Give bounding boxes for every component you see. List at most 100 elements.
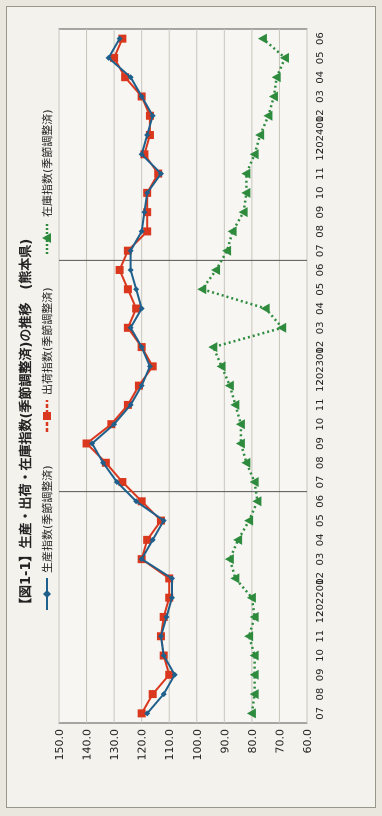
x-tick-label: 10 bbox=[315, 186, 326, 199]
x-tick-label: 04 bbox=[315, 533, 326, 546]
x-tick-label: 12 bbox=[315, 379, 326, 392]
x-tick-label: 02 bbox=[315, 109, 326, 122]
y-tick-label: 60.0 bbox=[301, 729, 314, 754]
inventory-point bbox=[235, 419, 245, 430]
inventory-point bbox=[224, 554, 234, 565]
inventory-point bbox=[235, 438, 245, 449]
x-tick-label: 03 bbox=[315, 553, 326, 566]
y-tick-label: 90.0 bbox=[218, 729, 231, 754]
inventory-point bbox=[249, 149, 259, 160]
production-point bbox=[138, 151, 145, 158]
inventory-point bbox=[260, 303, 270, 314]
inventory-point bbox=[268, 91, 278, 102]
x-tick-label: 02 bbox=[315, 341, 326, 354]
inventory-point bbox=[208, 342, 218, 353]
y-tick-label: 140.0 bbox=[81, 729, 94, 761]
inventory-point bbox=[279, 52, 289, 63]
plot-background bbox=[58, 28, 308, 724]
x-tick-label: 12 bbox=[315, 148, 326, 161]
shipment-point bbox=[123, 285, 132, 294]
inventory-point bbox=[249, 650, 259, 661]
production-point bbox=[141, 209, 148, 216]
legend-inventory-icon bbox=[41, 221, 53, 255]
legend-production-icon bbox=[41, 577, 53, 611]
series-line-0 bbox=[90, 38, 176, 715]
shipment-point bbox=[143, 535, 152, 544]
inventory-point bbox=[263, 110, 273, 121]
x-tick-label: 06 bbox=[315, 264, 326, 277]
inventory-point bbox=[233, 534, 243, 545]
x-tick-label: 08 bbox=[315, 688, 326, 701]
x-tick-label: 07 bbox=[315, 476, 326, 489]
inventory-point bbox=[241, 168, 251, 179]
x-tick-label: 09 bbox=[315, 206, 326, 219]
production-point bbox=[116, 35, 123, 42]
inventory-point bbox=[255, 130, 265, 141]
inventory-point bbox=[238, 207, 248, 218]
x-tick-label: 03 bbox=[315, 90, 326, 103]
chart-frame: 【図1-1】生産・出荷・在庫指数(季節調整済)の推移 (熊本県) 生産指数(季節… bbox=[6, 6, 376, 808]
x-tick-label: 11 bbox=[315, 167, 326, 180]
y-tick-label: 100.0 bbox=[191, 729, 204, 761]
inventory-point bbox=[222, 245, 232, 256]
legend-shipment-icon bbox=[41, 399, 53, 433]
x-tick-label: 11 bbox=[315, 630, 326, 643]
inventory-point bbox=[241, 187, 251, 198]
inventory-point bbox=[246, 708, 256, 719]
x-tick-label: 07 bbox=[315, 244, 326, 257]
legend-item-production: 生産指数(季節調整済) bbox=[39, 465, 55, 611]
y-tick-label: 130.0 bbox=[108, 729, 121, 761]
inventory-point bbox=[230, 399, 240, 410]
shipment-point bbox=[148, 690, 157, 699]
x-tick-label: 08 bbox=[315, 456, 326, 469]
production-point bbox=[111, 421, 118, 428]
production-point bbox=[100, 459, 107, 466]
inventory-point bbox=[244, 515, 254, 526]
shipment-point bbox=[82, 439, 91, 448]
x-tick-label: 02 bbox=[315, 572, 326, 585]
production-point bbox=[105, 54, 112, 61]
legend-item-shipment: 出荷指数(季節調整済) bbox=[39, 287, 55, 433]
y-tick-label: 80.0 bbox=[246, 729, 259, 754]
production-point bbox=[144, 132, 151, 139]
production-point bbox=[144, 189, 151, 196]
production-point bbox=[138, 382, 145, 389]
x-tick-label: 10 bbox=[315, 418, 326, 431]
inventory-point bbox=[211, 264, 221, 275]
production-point bbox=[149, 112, 156, 119]
x-tick-label: 05 bbox=[315, 514, 326, 527]
inventory-point bbox=[227, 226, 237, 237]
y-tick-label: 110.0 bbox=[163, 729, 176, 761]
shipment-point bbox=[137, 709, 146, 718]
shipment-point bbox=[118, 478, 127, 487]
x-tick-label: 07 bbox=[315, 707, 326, 720]
x-tick-label: 04 bbox=[315, 71, 326, 84]
rotated-chart: 【図1-1】生産・出荷・在庫指数(季節調整済)の推移 (熊本県) 生産指数(季節… bbox=[7, 7, 375, 807]
x-tick-label: 03 bbox=[315, 321, 326, 334]
production-point bbox=[138, 93, 145, 100]
x-tick-label: 202401 bbox=[315, 116, 326, 154]
production-point bbox=[146, 363, 153, 370]
production-point bbox=[138, 344, 145, 351]
x-tick-label: 05 bbox=[315, 52, 326, 65]
production-point bbox=[163, 613, 170, 620]
x-tick-label: 05 bbox=[315, 283, 326, 296]
inventory-point bbox=[224, 380, 234, 391]
plot-area: 60.0 70.0 80.0 90.0 100.0 110.0 120.0 130.0 140.… bbox=[53, 28, 326, 761]
y-tick-label: 150.0 bbox=[53, 729, 66, 761]
inventory-point bbox=[197, 284, 207, 295]
shipment-point bbox=[115, 265, 124, 274]
production-point bbox=[138, 305, 145, 312]
inventory-point bbox=[257, 33, 267, 44]
x-tick-label: 09 bbox=[315, 668, 326, 681]
inventory-point bbox=[246, 592, 256, 603]
inventory-point bbox=[216, 361, 226, 372]
x-tick-label: 10 bbox=[315, 649, 326, 662]
legend-item-inventory: 在庫指数(季節調整済) bbox=[39, 109, 55, 255]
x-tick-label: 08 bbox=[315, 225, 326, 238]
inventory-point bbox=[241, 457, 251, 468]
x-tick-label: 06 bbox=[315, 32, 326, 45]
x-tick-label: 12 bbox=[315, 611, 326, 624]
production-point bbox=[138, 228, 145, 235]
production-point bbox=[157, 633, 164, 640]
